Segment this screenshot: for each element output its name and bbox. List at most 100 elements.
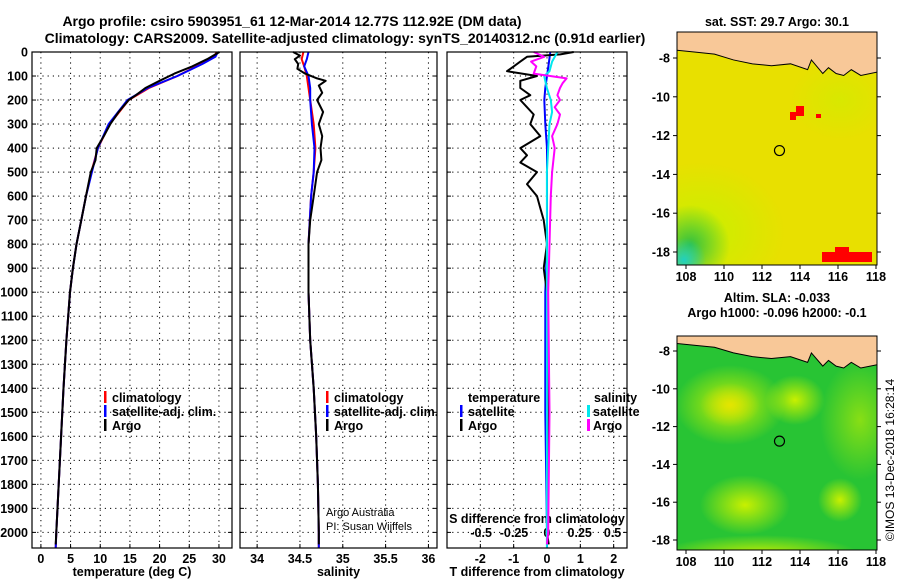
lon-tick-label: 114 [790, 555, 810, 569]
lat-tick-label: -16 [652, 496, 670, 510]
x-tick-label: 2 [610, 552, 617, 566]
sst-cool-region [677, 238, 706, 265]
lat-tick-label: -14 [652, 168, 670, 182]
salinity-legend: climatology satellite-adj. clim. Argo Ar… [326, 391, 438, 533]
depth-tick-label: 0 [21, 46, 28, 60]
depth-tick-label: 800 [7, 238, 28, 252]
lon-tick-label: 116 [828, 555, 848, 569]
series-argo [292, 51, 327, 545]
legend-label: climatology [112, 391, 182, 405]
depth-tick-label: 1700 [0, 454, 28, 468]
series-climatology [300, 51, 320, 548]
depth-tick-label: 400 [7, 142, 28, 156]
footer-timestamp: ©IMOS 13-Dec-2018 16:28:14 [883, 379, 897, 542]
x-axis-label: T difference from climatology [449, 565, 624, 579]
depth-tick-label: 1300 [0, 358, 28, 372]
legend-label: satellite-adj. clim. [112, 405, 216, 419]
legend-swatch-satellite [104, 405, 107, 417]
legend-swatch-satellite [326, 405, 329, 417]
depth-tick-label: 600 [7, 190, 28, 204]
lat-tick-label: -10 [652, 90, 670, 104]
depth-tick-label: 1600 [0, 430, 28, 444]
legend-swatch-t-argo [460, 419, 463, 431]
legend-swatch-climatology [104, 391, 107, 403]
x-tick-label: 10 [93, 552, 107, 566]
x-tick-label: 34 [250, 552, 264, 566]
x2-tick-label: 0.25 [568, 526, 592, 540]
sst-map-title: sat. SST: 29.7 Argo: 30.1 [705, 15, 849, 29]
x2-tick-label: -0.5 [470, 526, 492, 540]
salinity-panel: 34 34.5 35 35.5 36 salinity [239, 51, 438, 579]
depth-tick-label: 700 [7, 214, 28, 228]
legend-label: Argo [334, 419, 364, 433]
sst-warm-patch [835, 247, 849, 253]
x2-tick-label: -0.25 [500, 526, 529, 540]
sla-high [700, 475, 790, 535]
x-tick-label: 34.5 [288, 552, 312, 566]
legend-label: Argo [112, 419, 142, 433]
x-tick-label: 15 [123, 552, 137, 566]
sla-high [765, 375, 825, 425]
plot-frame [31, 51, 233, 549]
x-tick-label: -2 [475, 552, 486, 566]
map-frame [676, 335, 878, 551]
temperature-panel: 0100200300400500600700800900100011001200… [0, 46, 233, 579]
argo-position-marker [773, 435, 786, 447]
legend-label: Argo [468, 419, 498, 433]
lat-tick-label: -12 [652, 129, 670, 143]
lat-tick-label: -18 [652, 246, 670, 260]
sst-cool-region [790, 60, 877, 140]
credit-line: Argo Australia [326, 507, 395, 519]
lon-tick-label: 112 [752, 555, 772, 569]
credit-line: PI: Susan Wijffels [326, 521, 412, 533]
sst-map [677, 32, 877, 265]
series-satellite-adj-clim- [54, 51, 219, 549]
depth-tick-label: 1900 [0, 502, 28, 516]
title-line-2: Climatology: CARS2009. Satellite-adjuste… [45, 30, 646, 46]
depth-tick-label: 100 [7, 70, 28, 84]
sla-high [818, 478, 862, 522]
sla-high [677, 535, 857, 550]
lon-tick-label: 108 [676, 270, 697, 284]
lon-tick-label: 116 [828, 270, 848, 284]
sla-map-overlay: 108 110 112 114 116 118 -8 -10 -12 -14 -16 -18 [652, 335, 886, 569]
sla-high [700, 383, 760, 427]
depth-tick-label: 900 [7, 262, 28, 276]
depth-tick-label: 1000 [0, 286, 28, 300]
lat-tick-label: -8 [659, 345, 670, 359]
x-tick-label: -1 [508, 552, 519, 566]
x-axis-label: temperature (deg C) [73, 565, 192, 579]
legend-heading-salinity: salinity [594, 391, 637, 405]
depth-tick-label: 1200 [0, 334, 28, 348]
depth-tick-label: 1100 [1, 310, 28, 324]
land-java-bali-lombok [677, 336, 877, 369]
lon-tick-label: 118 [866, 270, 886, 284]
lat-tick-label: -16 [652, 207, 670, 221]
legend-label: climatology [334, 391, 404, 405]
legend-swatch-s-satellite [587, 405, 590, 417]
x-tick-label: 30 [212, 552, 226, 566]
lon-tick-label: 114 [790, 270, 810, 284]
legend-heading-temperature: temperature [468, 391, 540, 405]
depth-tick-label: 300 [7, 118, 28, 132]
depth-tick-label: 1400 [0, 382, 28, 396]
x-tick-label: 35 [336, 552, 350, 566]
difference-panel: -2 -1 0 1 2 S difference from climatology-0.5… [446, 51, 628, 579]
sst-warm-patch [796, 106, 804, 116]
sla-map-subtitle: Argo h1000: -0.096 h2000: -0.1 [687, 306, 866, 320]
map-frame [676, 31, 878, 266]
legend-swatch-climatology [326, 391, 329, 403]
difference-legend: temperature satellite Argo salinity sate… [460, 391, 640, 433]
sla-map [677, 336, 877, 550]
depth-tick-label: 1800 [0, 478, 28, 492]
x-tick-label: 36 [421, 552, 435, 566]
lat-tick-label: -12 [652, 420, 670, 434]
depth-tick-label: 2000 [0, 526, 28, 540]
series-s-satellite [543, 51, 559, 548]
x2-axis-label: S difference from climatology [449, 512, 625, 526]
x-tick-label: 25 [182, 552, 196, 566]
legend-swatch-s-argo [587, 419, 590, 431]
lat-tick-label: -10 [652, 382, 670, 396]
sla-map-title: Altim. SLA: -0.033 [724, 291, 830, 305]
